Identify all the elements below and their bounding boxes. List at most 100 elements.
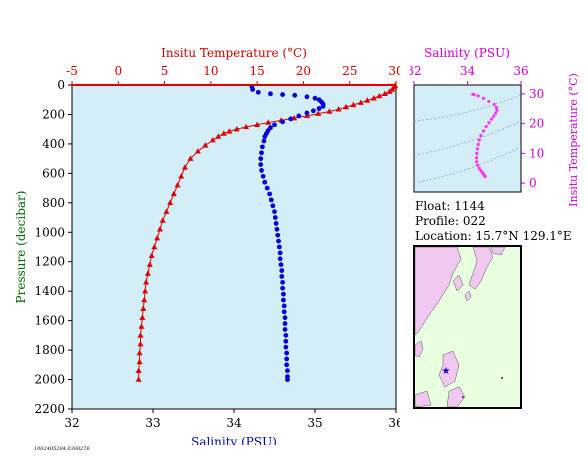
salinity-point xyxy=(250,87,256,92)
ts-point xyxy=(495,108,499,112)
ts-point xyxy=(484,125,488,129)
salinity-point xyxy=(272,215,278,220)
location-map: ★ xyxy=(413,245,522,409)
ts-point xyxy=(479,133,483,138)
top-x-tick-label: -5 xyxy=(66,64,78,78)
temperature-point xyxy=(138,323,145,329)
salinity-point xyxy=(259,150,264,156)
ts-top-axis-title: Salinity (PSU) xyxy=(424,46,510,60)
top-x-tick-label: 20 xyxy=(296,64,311,78)
salinity-point xyxy=(259,144,265,150)
ts-top-tick-label: 36 xyxy=(513,64,528,78)
footnote-id: 1062405204.0388276 xyxy=(34,446,90,452)
temperature-point xyxy=(335,106,342,112)
temperature-point xyxy=(202,142,209,148)
temperature-point xyxy=(209,137,216,143)
salinity-point xyxy=(277,256,283,262)
salinity-point xyxy=(310,108,316,114)
ts-point xyxy=(481,129,486,133)
density-isoline xyxy=(413,146,522,184)
ts-right-axis-title: Insitu Temperature (°C) xyxy=(567,73,580,207)
salinity-point xyxy=(316,106,322,111)
ts-right-tick-label: 0 xyxy=(529,176,537,190)
salinity-point xyxy=(264,185,270,191)
salinity-point xyxy=(285,377,290,382)
salinity-point xyxy=(280,285,285,291)
ts-point xyxy=(487,99,491,103)
temperature-point xyxy=(156,226,163,232)
ts-point xyxy=(492,114,496,118)
y-tick-label: 800 xyxy=(42,196,65,210)
temperature-point xyxy=(343,103,350,110)
bottom-x-tick-label: 36 xyxy=(388,416,400,430)
temperature-point xyxy=(143,279,150,285)
salinity-point xyxy=(268,197,274,203)
top-x-tick-label: 30 xyxy=(388,64,400,78)
salinity-point xyxy=(283,338,289,344)
temperature-point xyxy=(146,261,153,267)
top-axis-title: Insitu Temperature (°C) xyxy=(161,46,307,60)
ts-point xyxy=(489,117,494,121)
y-tick-label: 400 xyxy=(42,137,65,151)
salinity-point xyxy=(282,321,288,326)
salinity-point xyxy=(279,274,285,279)
salinity-point xyxy=(267,191,273,197)
salinity-point xyxy=(292,92,298,98)
salinity-point xyxy=(312,95,318,101)
temperature-point xyxy=(215,133,222,139)
main-profile-chart: 0200400600800100012001400160018002000220… xyxy=(14,46,400,445)
temperature-point xyxy=(174,181,181,188)
temperature-point xyxy=(364,97,371,103)
salinity-point xyxy=(280,279,285,285)
ts-point xyxy=(476,163,480,167)
salinity-point xyxy=(272,122,277,128)
temperature-point xyxy=(187,155,194,161)
y-tick-label: 2000 xyxy=(34,373,65,387)
salinity-point xyxy=(280,119,285,125)
salinity-point xyxy=(276,238,281,244)
salinity-point xyxy=(281,297,286,303)
salinity-point xyxy=(285,368,290,374)
y-tick-label: 1200 xyxy=(34,255,65,269)
ts-top-tick-label: 34 xyxy=(460,64,476,78)
ts-point xyxy=(475,147,479,151)
top-x-tick-label: 0 xyxy=(114,64,122,78)
ts-point xyxy=(493,111,498,115)
temperature-point xyxy=(136,349,143,356)
temperature-point xyxy=(159,217,166,223)
temperature-point xyxy=(135,367,142,373)
salinity-point xyxy=(288,116,294,122)
salinity-point xyxy=(270,203,276,209)
top-x-tick-label: 25 xyxy=(342,64,357,78)
salinity-point xyxy=(274,226,280,232)
y-tick-label: 1000 xyxy=(34,225,65,239)
temperature-point xyxy=(194,148,201,154)
ts-point xyxy=(476,142,480,147)
salinity-point xyxy=(282,315,288,321)
salinity-point xyxy=(320,103,326,109)
bottom-x-tick-label: 32 xyxy=(64,416,79,430)
salinity-point xyxy=(262,134,268,139)
temperature-point xyxy=(135,376,142,382)
salinity-point xyxy=(260,173,266,179)
salinity-point xyxy=(277,250,283,256)
ts-point xyxy=(487,121,491,125)
temperature-point xyxy=(181,164,188,170)
map-island-dot xyxy=(501,377,503,379)
temperature-point xyxy=(315,110,322,116)
temperature-point xyxy=(243,123,250,130)
float-position-marker: ★ xyxy=(442,366,451,377)
salinity-point xyxy=(261,138,267,144)
temperature-point xyxy=(376,92,383,99)
temperature-point xyxy=(141,296,148,303)
ts-right-tick-label: 20 xyxy=(529,117,544,131)
ts-point xyxy=(492,102,496,106)
bottom-x-tick-label: 33 xyxy=(145,416,160,430)
ts-point xyxy=(474,156,479,160)
temperature-point xyxy=(357,99,364,105)
temperature-point xyxy=(167,199,174,206)
temperature-point xyxy=(137,332,144,338)
salinity-point xyxy=(262,179,268,185)
temperature-point xyxy=(233,125,240,132)
temperature-point xyxy=(140,305,147,312)
